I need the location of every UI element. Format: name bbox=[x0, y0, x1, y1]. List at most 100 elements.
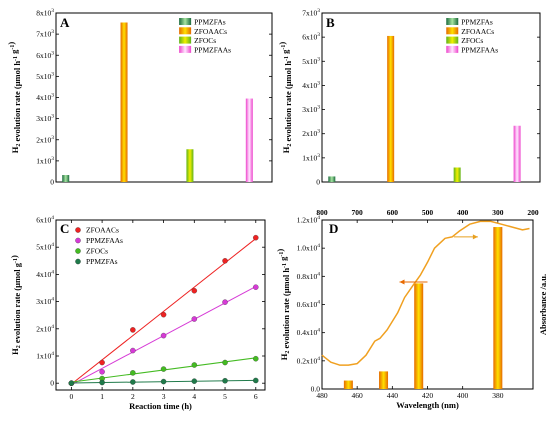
x-tick-label: 380 bbox=[492, 391, 504, 400]
y-tick-label: 3x104 bbox=[36, 297, 54, 307]
bar bbox=[387, 35, 395, 182]
data-point bbox=[160, 311, 167, 318]
y-tick-label: 0.6x104 bbox=[297, 300, 321, 310]
y-tick-label: 2x103 bbox=[302, 129, 320, 139]
data-point bbox=[222, 378, 228, 384]
y-tick-label: 0.0 bbox=[311, 385, 321, 394]
y-tick-label: 0 bbox=[50, 178, 54, 187]
top-x-tick-label: 700 bbox=[352, 208, 364, 217]
data-point bbox=[191, 287, 198, 294]
bar bbox=[493, 227, 503, 389]
y-tick-label: 1x103 bbox=[36, 156, 54, 166]
bar bbox=[120, 22, 128, 182]
y-tick-label: 5x103 bbox=[36, 71, 54, 81]
y-tick-label: 7x103 bbox=[36, 29, 54, 39]
y-tick-label: 1x103 bbox=[302, 153, 320, 163]
data-point bbox=[253, 355, 259, 362]
arrow-left-head bbox=[399, 279, 405, 285]
absorbance-curve bbox=[321, 220, 530, 366]
x-tick-label: 0 bbox=[69, 392, 73, 401]
y-tick-label: 2x103 bbox=[36, 135, 54, 145]
y-tick-label: 8x103 bbox=[36, 8, 54, 18]
plot-frame bbox=[55, 12, 273, 183]
data-point bbox=[222, 359, 228, 366]
x-tick-label: 3 bbox=[162, 392, 166, 401]
data-point bbox=[130, 347, 136, 354]
legend-marker bbox=[75, 248, 81, 254]
legend-label: ZFOCs bbox=[194, 36, 216, 45]
y-tick-label: 6x104 bbox=[36, 215, 54, 225]
legend-label: PPMZFAs bbox=[194, 18, 226, 27]
y-tick-label: 3x103 bbox=[302, 105, 320, 115]
bar bbox=[513, 125, 521, 182]
y-tick-label: 7x103 bbox=[302, 8, 320, 18]
panel-A: 0 1x103 2x103 3x103 4x103 5x103 6x103 7x103 8x10… bbox=[6, 8, 273, 187]
y-tick-label: 6x103 bbox=[36, 50, 54, 60]
y2-axis-label: Absorbance /a.u. bbox=[538, 274, 548, 335]
legend-swatch bbox=[446, 27, 459, 35]
top-x-tick-label: 400 bbox=[457, 208, 469, 217]
plot-frame bbox=[321, 12, 541, 183]
y-tick-label: 4x103 bbox=[36, 93, 54, 103]
legend-label: PPMZFAs bbox=[461, 18, 493, 27]
data-point bbox=[191, 316, 198, 322]
y-tick-label: 0.4x104 bbox=[297, 328, 321, 338]
legend-marker bbox=[75, 227, 81, 233]
data-point bbox=[253, 377, 259, 384]
legend-swatch bbox=[446, 45, 459, 53]
legend-marker bbox=[75, 237, 81, 244]
y-tick-label: 1x104 bbox=[36, 351, 54, 361]
x-tick-label: 400 bbox=[457, 391, 469, 400]
top-x-tick-label: 600 bbox=[387, 208, 399, 217]
y-tick-label: 3x104 bbox=[36, 297, 54, 307]
y-axis-label: H2 evolution rate (μmol g-1) bbox=[9, 255, 22, 355]
x-tick-label: 1 bbox=[100, 392, 104, 401]
legend-label: ZFOCs bbox=[86, 247, 108, 256]
data-point bbox=[68, 380, 75, 386]
y-tick-label: 5x104 bbox=[36, 242, 54, 252]
legend-label: PPMZFAAs bbox=[86, 236, 123, 245]
legend-label: PPMZFAAs bbox=[461, 45, 498, 54]
y-tick-label: 5x103 bbox=[302, 56, 320, 66]
y-tick-label: 6x103 bbox=[36, 50, 54, 60]
panel-D: 0.0 0.2x104 0.4x104 0.6x104 0.8x104 1.0x104 1.… bbox=[275, 208, 548, 410]
legend-label: ZFOAACs bbox=[86, 226, 119, 235]
legend-label: PPMZFAs bbox=[86, 257, 118, 266]
data-point bbox=[130, 379, 136, 385]
y-tick-label: 3x103 bbox=[302, 105, 320, 115]
legend-swatch bbox=[446, 36, 459, 44]
legend-swatch bbox=[179, 36, 192, 44]
y-tick-label: 1.0x104 bbox=[297, 243, 321, 253]
legend-swatch bbox=[179, 45, 192, 53]
data-point bbox=[99, 379, 105, 386]
bar bbox=[328, 176, 336, 182]
top-x-tick-label: 300 bbox=[492, 208, 504, 217]
x-tick-label: 460 bbox=[352, 391, 364, 400]
x-tick-label: 5 bbox=[223, 392, 227, 401]
top-x-tick-label: 200 bbox=[527, 208, 539, 217]
panel-B: 0 1x103 2x103 3x103 4x103 5x103 6x103 7x103 B PPM… bbox=[277, 8, 541, 187]
data-point bbox=[160, 366, 167, 372]
data-point bbox=[253, 234, 259, 241]
arrow-right-head bbox=[472, 234, 478, 240]
y-tick-label: 6x104 bbox=[36, 215, 54, 225]
bar bbox=[343, 380, 353, 389]
legend-label: PPMZFAAs bbox=[194, 45, 231, 54]
y-tick-label: 0 bbox=[50, 178, 54, 187]
data-point bbox=[253, 284, 259, 290]
y-tick-label: 1x104 bbox=[36, 351, 54, 361]
x-axis-label: Wavelength (nm) bbox=[396, 400, 459, 410]
y-tick-label: 4x103 bbox=[302, 80, 320, 90]
data-point bbox=[160, 378, 167, 385]
y-tick-label: 5x103 bbox=[302, 56, 320, 66]
x-tick-label: 6 bbox=[254, 392, 258, 401]
data-point bbox=[160, 332, 167, 339]
top-x-tick-label: 800 bbox=[316, 208, 328, 217]
top-x-tick-label: 500 bbox=[422, 208, 434, 217]
panel-label: A bbox=[60, 15, 70, 30]
panel-C: 0 1x104 2x104 3x104 4x104 5x104 6x104 0 1 2 3 4 5 6 C Z… bbox=[9, 215, 266, 411]
y-tick-label: 3x103 bbox=[36, 114, 54, 124]
y-axis-label: H2 evolution rate (μmol h-1 g-1) bbox=[6, 42, 22, 154]
y-tick-label: 2x104 bbox=[36, 324, 54, 334]
